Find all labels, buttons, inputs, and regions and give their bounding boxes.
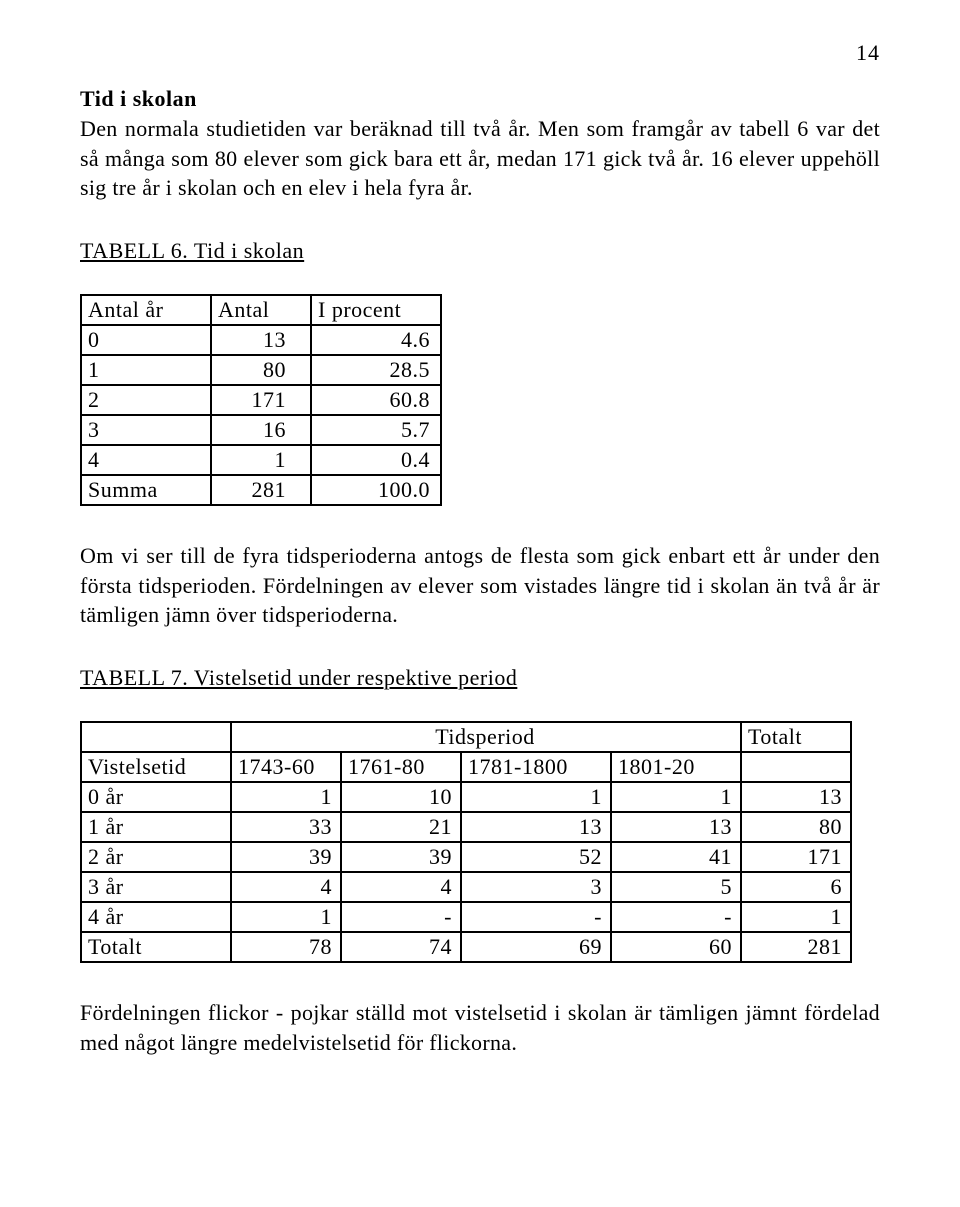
cell: Totalt — [81, 932, 231, 962]
table-row: Antal år Antal I procent — [81, 295, 441, 325]
cell: 80 — [211, 355, 311, 385]
cell: 60.8 — [311, 385, 441, 415]
table-row: Summa281100.0 — [81, 475, 441, 505]
cell: 1 — [231, 782, 341, 812]
cell: Summa — [81, 475, 211, 505]
cell: 3 år — [81, 872, 231, 902]
cell: 4 — [81, 445, 211, 475]
cell: 4 — [341, 872, 461, 902]
paragraph-2: Om vi ser till de fyra tidsperioderna an… — [80, 541, 880, 630]
table-row: 410.4 — [81, 445, 441, 475]
cell: - — [611, 902, 741, 932]
total-header: Totalt — [741, 722, 851, 752]
cell: 1 — [211, 445, 311, 475]
cell: 0 — [81, 325, 211, 355]
cell: 0.4 — [311, 445, 441, 475]
cell: 0 år — [81, 782, 231, 812]
cell: 4.6 — [311, 325, 441, 355]
cell: 74 — [341, 932, 461, 962]
cell: 171 — [211, 385, 311, 415]
paragraph-3: Fördelningen flickor - pojkar ställd mot… — [80, 998, 880, 1057]
cell: 60 — [611, 932, 741, 962]
cell: 69 — [461, 932, 611, 962]
table7: Tidsperiod Totalt Vistelsetid 1743-60 17… — [80, 721, 852, 963]
cell: 6 — [741, 872, 851, 902]
table-row: 4 år1---1 — [81, 902, 851, 932]
period-col: 1781-1800 — [461, 752, 611, 782]
cell: 3 — [461, 872, 611, 902]
cell: 16 — [211, 415, 311, 445]
cell: 39 — [231, 842, 341, 872]
table-row: 3 år44356 — [81, 872, 851, 902]
cell: 3 — [81, 415, 211, 445]
cell: 4 — [231, 872, 341, 902]
cell: 13 — [741, 782, 851, 812]
period-col: 1801-20 — [611, 752, 741, 782]
col-header: Antal — [211, 295, 311, 325]
table-row: 0134.6 — [81, 325, 441, 355]
cell: 1 — [741, 902, 851, 932]
table-row: Tidsperiod Totalt — [81, 722, 851, 752]
cell: 1 — [81, 355, 211, 385]
row-header-label: Vistelsetid — [81, 752, 231, 782]
cell: 1 — [231, 902, 341, 932]
cell: 13 — [461, 812, 611, 842]
table-row: 1 år3321131380 — [81, 812, 851, 842]
cell — [81, 722, 231, 752]
period-col: 1743-60 — [231, 752, 341, 782]
table-row: 3165.7 — [81, 415, 441, 445]
cell: 281 — [211, 475, 311, 505]
cell: 39 — [341, 842, 461, 872]
cell: - — [341, 902, 461, 932]
cell: 100.0 — [311, 475, 441, 505]
cell: 21 — [341, 812, 461, 842]
table-row: 18028.5 — [81, 355, 441, 385]
table6-label: TABELL 6. Tid i skolan — [80, 238, 880, 264]
cell: 1 — [461, 782, 611, 812]
page-number: 14 — [80, 40, 880, 66]
paragraph-1: Den normala studietiden var beräknad til… — [80, 114, 880, 203]
period-col: 1761-80 — [341, 752, 461, 782]
cell: 13 — [611, 812, 741, 842]
cell: 10 — [341, 782, 461, 812]
cell — [741, 752, 851, 782]
cell: 171 — [741, 842, 851, 872]
cell: 1 — [611, 782, 741, 812]
cell: 52 — [461, 842, 611, 872]
cell: 13 — [211, 325, 311, 355]
cell: - — [461, 902, 611, 932]
table-row: Vistelsetid 1743-60 1761-80 1781-1800 18… — [81, 752, 851, 782]
table-row: Totalt78746960281 — [81, 932, 851, 962]
cell: 2 — [81, 385, 211, 415]
cell: 28.5 — [311, 355, 441, 385]
cell: 33 — [231, 812, 341, 842]
cell: 78 — [231, 932, 341, 962]
table7-label: TABELL 7. Vistelsetid under respektive p… — [80, 665, 880, 691]
table-row: 0 år1101113 — [81, 782, 851, 812]
cell: 5.7 — [311, 415, 441, 445]
cell: 80 — [741, 812, 851, 842]
cell: 281 — [741, 932, 851, 962]
col-header: I procent — [311, 295, 441, 325]
cell: 5 — [611, 872, 741, 902]
table-row: 2 år39395241171 — [81, 842, 851, 872]
cell: 41 — [611, 842, 741, 872]
cell: 4 år — [81, 902, 231, 932]
table-row: 217160.8 — [81, 385, 441, 415]
cell: 1 år — [81, 812, 231, 842]
section-title: Tid i skolan — [80, 86, 880, 112]
period-header: Tidsperiod — [231, 722, 741, 752]
table6: Antal år Antal I procent 0134.618028.521… — [80, 294, 442, 506]
cell: 2 år — [81, 842, 231, 872]
col-header: Antal år — [81, 295, 211, 325]
